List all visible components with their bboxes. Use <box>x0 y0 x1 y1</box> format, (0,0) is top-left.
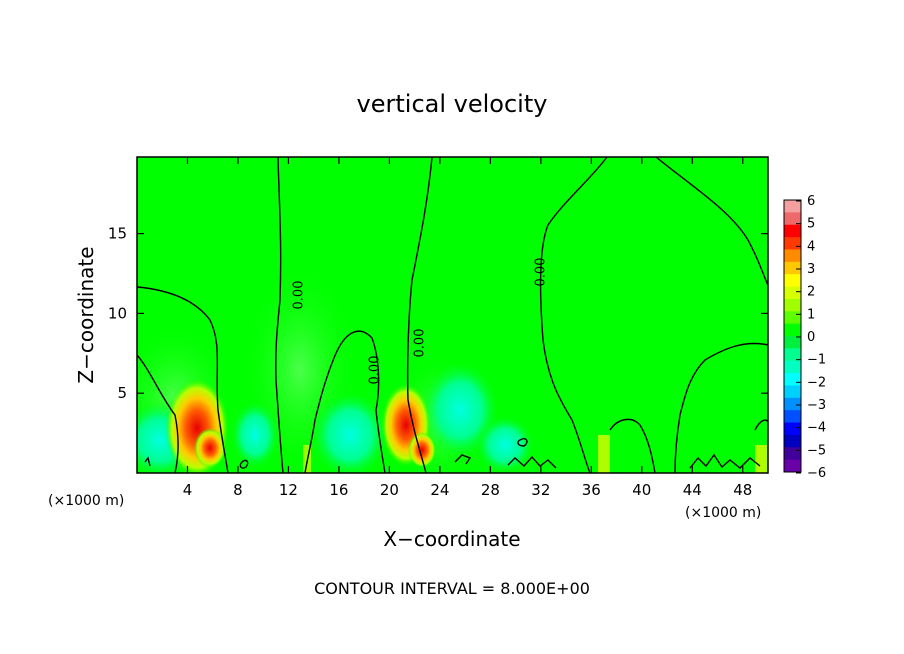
colorbar-tick-label: 0 <box>807 330 815 345</box>
y-tick-label: 5 <box>117 384 127 402</box>
x-axis-title: X−coordinate <box>383 527 520 551</box>
colorbar-tick-label: 4 <box>807 239 815 254</box>
y-tick-label: 15 <box>108 225 127 243</box>
colorbar-tick-label: −2 <box>807 375 826 390</box>
x-tick-label: 36 <box>582 481 601 499</box>
contour-line <box>137 354 179 473</box>
y-axis-title: Z−coordinate <box>74 246 98 383</box>
colorbar-swatch <box>784 224 801 238</box>
colorbar-swatch <box>784 274 801 288</box>
contour-line <box>304 357 335 473</box>
contour-label: 0.00 <box>534 258 549 287</box>
contour-line <box>137 286 229 473</box>
colorbar-swatch <box>784 397 801 411</box>
colorbar-tick-label: −3 <box>807 398 826 413</box>
contour-label: 0.00 <box>292 281 307 310</box>
colorbar-swatch <box>784 422 801 436</box>
colorbar-tick-label: 1 <box>807 307 815 322</box>
contour-line <box>333 330 386 473</box>
surface-streak <box>755 445 768 473</box>
x-tick-label: 32 <box>531 481 550 499</box>
x-axis-unit: (×1000 m) <box>685 505 761 521</box>
updraft-core <box>194 428 226 468</box>
colorbar-tick-label: −5 <box>807 443 826 458</box>
contour-label: 0.00 <box>368 356 383 385</box>
contour-interval-note: CONTOUR INTERVAL = 8.000E+00 <box>314 579 590 598</box>
chart-title: vertical velocity <box>357 90 548 118</box>
x-tick-label: 8 <box>233 481 243 499</box>
contour-line <box>507 455 557 469</box>
updraft-core <box>408 432 436 468</box>
colorbar-tick-label: −6 <box>807 466 826 481</box>
surface-streak <box>598 435 610 473</box>
x-tick-label: 16 <box>329 481 348 499</box>
colorbar-swatch <box>784 360 801 374</box>
x-tick-label: 48 <box>733 481 752 499</box>
colorbar-swatch <box>784 323 801 337</box>
x-tick-label: 28 <box>481 481 500 499</box>
colorbar-tick-label: 2 <box>807 285 815 300</box>
colorbar-tick-label: 3 <box>807 262 815 277</box>
colorbar-swatch <box>784 286 801 300</box>
colorbar-swatch <box>784 447 801 461</box>
y-tick-label: 10 <box>108 304 127 322</box>
x-tick-label: 44 <box>683 481 702 499</box>
downdraft-region <box>475 415 535 473</box>
colorbar-swatch <box>784 373 801 386</box>
colorbar-swatch <box>784 298 801 312</box>
x-tick-label: 12 <box>279 481 298 499</box>
colorbar-swatch <box>784 261 801 275</box>
contour-line <box>454 454 472 465</box>
colorbar-swatch <box>784 200 801 213</box>
contour-line <box>655 157 768 286</box>
plot-area: 0.00 0.00 0.00 0.00 <box>137 157 768 473</box>
contour-line <box>275 157 284 473</box>
x-tick-label: 20 <box>380 481 399 499</box>
colorbar-labels: 6 5 4 3 2 1 0 −1 −2 −3 −4 −5 −6 <box>796 194 826 481</box>
plot-frame <box>136 156 769 474</box>
downdraft-region <box>230 400 280 470</box>
x-tick-label: 4 <box>183 481 193 499</box>
colorbar-swatch <box>784 336 801 349</box>
contour-line <box>239 459 249 469</box>
colorbar-swatch <box>784 311 801 325</box>
contour-line <box>517 437 528 447</box>
contour-line <box>144 456 151 467</box>
x-tick-label: 40 <box>632 481 651 499</box>
contour-line <box>539 157 608 473</box>
colorbar-tick-label: −1 <box>807 353 826 368</box>
colorbar-swatch <box>784 434 801 448</box>
colorbar-swatch <box>784 237 801 250</box>
colorbar-swatch <box>784 212 801 226</box>
colorbar-swatch <box>784 249 801 263</box>
contour-line <box>689 453 761 469</box>
x-axis-ticks: 4 8 12 16 20 24 28 32 36 40 44 48 <box>183 157 752 499</box>
colorbar-swatch <box>784 348 801 362</box>
contour-line <box>609 418 656 473</box>
colorbar-tick-label: 6 <box>807 194 815 209</box>
contour-line <box>406 157 433 473</box>
colorbar-tick-label: 5 <box>807 217 815 232</box>
y-axis-ticks: 5 10 15 <box>108 225 768 402</box>
colorbar-frame <box>783 199 802 473</box>
contour-label: 0.00 <box>413 329 428 358</box>
colorbar-swatch <box>784 459 801 473</box>
contour-line <box>674 342 768 473</box>
colorbar <box>784 200 801 473</box>
x-tick-label: 24 <box>430 481 449 499</box>
colorbar-swatch <box>784 410 801 424</box>
colorbar-swatch <box>784 385 801 399</box>
colorbar-tick-label: −4 <box>807 421 826 436</box>
y-axis-unit: (×1000 m) <box>48 493 124 509</box>
downdraft-region <box>310 390 390 473</box>
